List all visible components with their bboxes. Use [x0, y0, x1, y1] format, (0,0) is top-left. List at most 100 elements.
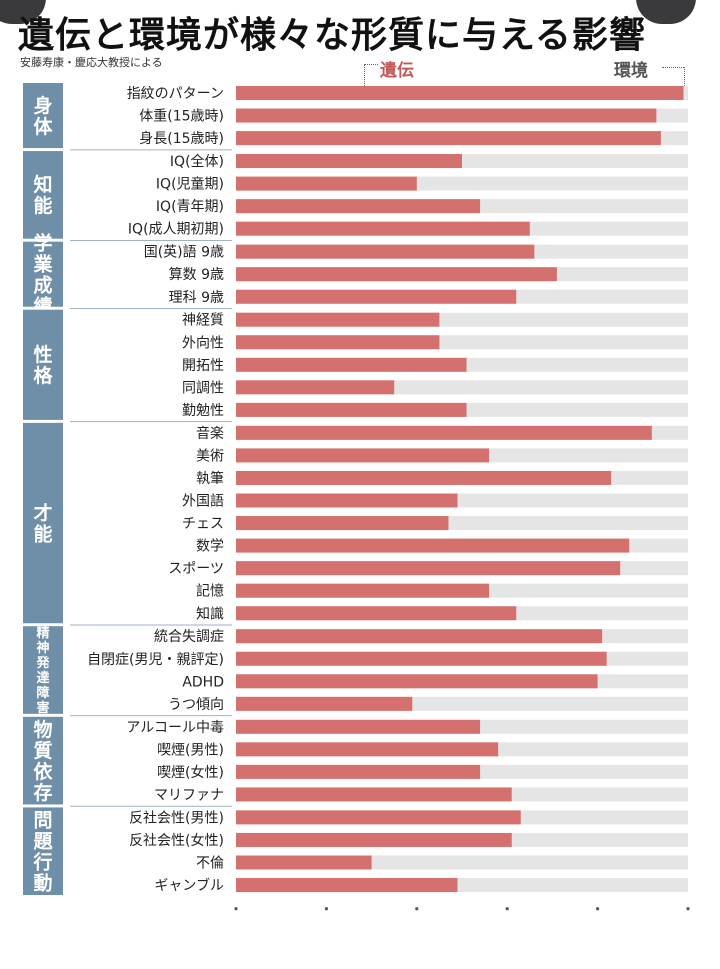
category-label: 反社会性(男性) [129, 810, 224, 826]
genetic-bar [236, 493, 458, 508]
group-label-box [23, 151, 63, 239]
category-label: 神経質 [182, 313, 224, 329]
genetic-bar [236, 583, 490, 598]
genetic-bar [236, 855, 372, 870]
genetic-bar [236, 244, 535, 259]
genetic-bar [236, 131, 661, 146]
legend-genetic-label: 遺伝 [380, 61, 414, 81]
group-label-box [23, 716, 63, 805]
legend-environment-bracket-horizontal [662, 67, 684, 68]
genetic-bar [236, 221, 530, 236]
group-label-box [23, 807, 63, 896]
genetic-bar [236, 561, 621, 576]
legend-genetic-bracket-vertical [364, 64, 365, 92]
legend-environment-bracket-vertical [684, 67, 685, 92]
axis-tick [234, 907, 238, 911]
category-label: 同調性 [182, 380, 224, 396]
chart-title: 遺伝と環境が様々な形質に与える影響 [18, 15, 646, 56]
genetic-bar [236, 470, 612, 485]
category-label: 不倫 [196, 856, 224, 872]
category-label: 記憶 [196, 583, 224, 600]
group-label: 才能 [33, 501, 52, 545]
category-label: 体重(15歳時) [139, 109, 224, 125]
category-label: うつ傾向 [168, 697, 224, 713]
group-label: 精神発達障害 [35, 625, 50, 716]
category-label: 身長(15歳時) [139, 131, 224, 147]
genetic-bar [236, 742, 499, 757]
group-label: 物質依存 [33, 718, 53, 804]
axis-tick [686, 907, 690, 911]
legend-genetic-bracket-horizontal [364, 64, 378, 65]
category-label: IQ(全体) [170, 153, 224, 170]
genetic-bar [236, 719, 481, 734]
genetic-bar [236, 86, 684, 100]
genetic-bar [236, 335, 440, 350]
category-label: IQ(青年期) [156, 199, 224, 215]
genetic-bar [236, 538, 630, 553]
category-label: 数学 [196, 539, 224, 555]
genetic-bar [236, 357, 467, 372]
category-label: 外国語 [182, 494, 224, 510]
category-label: 統合失調症 [154, 629, 224, 645]
category-label: 算数 9歳 [169, 267, 224, 283]
category-label: 喫煙(女性) [157, 764, 224, 781]
category-label: 外向性 [182, 335, 224, 351]
category-label: ギャンブル [154, 877, 224, 894]
genetic-bar [236, 425, 652, 440]
category-label: 勤勉性 [182, 403, 224, 419]
category-label: 執筆 [196, 471, 224, 487]
group-label: 学業成績 [32, 232, 53, 318]
category-label: 音楽 [196, 425, 224, 442]
genetic-bar [236, 199, 481, 214]
category-label: 喫煙(男性) [157, 742, 224, 758]
genetic-bar [236, 176, 417, 191]
group-label-box [23, 241, 63, 307]
category-label: 美術 [196, 448, 224, 464]
category-label: 自閉症(男児・親評定) [87, 652, 224, 668]
legend-environment-label: 環境 [614, 61, 648, 81]
genetic-bar [236, 108, 657, 123]
group-label-box [23, 83, 63, 149]
category-label: ADHD [182, 674, 224, 690]
group-label: 性格 [33, 343, 53, 387]
axis-tick [415, 907, 419, 911]
genetic-bar [236, 878, 458, 893]
category-label: 理科 9歳 [169, 290, 224, 306]
genetic-bar [236, 402, 467, 417]
genetic-bar [236, 448, 490, 463]
category-label: スポーツ [168, 561, 224, 577]
category-label: 知識 [196, 605, 224, 622]
genetic-bar [236, 606, 517, 621]
group-label: 知能 [33, 173, 52, 217]
genetic-bar [236, 674, 598, 689]
genetic-bar [236, 696, 413, 711]
group-label: 問題行動 [32, 810, 53, 895]
genetic-bar [236, 787, 512, 802]
genetic-bar [236, 629, 603, 644]
group-label-box [23, 626, 63, 714]
genetic-bar [236, 651, 607, 666]
genetic-bar [236, 289, 517, 304]
axis-tick [505, 907, 509, 911]
genetic-bar [236, 832, 512, 847]
axis-tick [596, 907, 600, 911]
genetic-bar [236, 154, 462, 169]
axis-tick [324, 907, 328, 911]
category-label: 反社会性(女性) [129, 832, 224, 849]
category-label: マリファナ [154, 787, 224, 803]
genetic-bar [236, 267, 557, 282]
group-label: 身体 [33, 94, 53, 138]
category-label: 国(英)語 9歳 [144, 244, 224, 261]
category-label: チェス [182, 516, 224, 532]
category-label: IQ(児童期) [156, 176, 224, 193]
group-label-box [23, 422, 63, 624]
genetic-bar [236, 516, 449, 531]
group-label-box [23, 309, 63, 420]
category-label: 開拓性 [182, 358, 224, 374]
genetic-bar [236, 764, 481, 779]
chart-source: 安藤寿康・慶応大教授による [20, 56, 163, 69]
genetic-bar [236, 312, 440, 327]
genetic-bar [236, 810, 521, 825]
category-label: 指紋のパターン [127, 86, 224, 102]
